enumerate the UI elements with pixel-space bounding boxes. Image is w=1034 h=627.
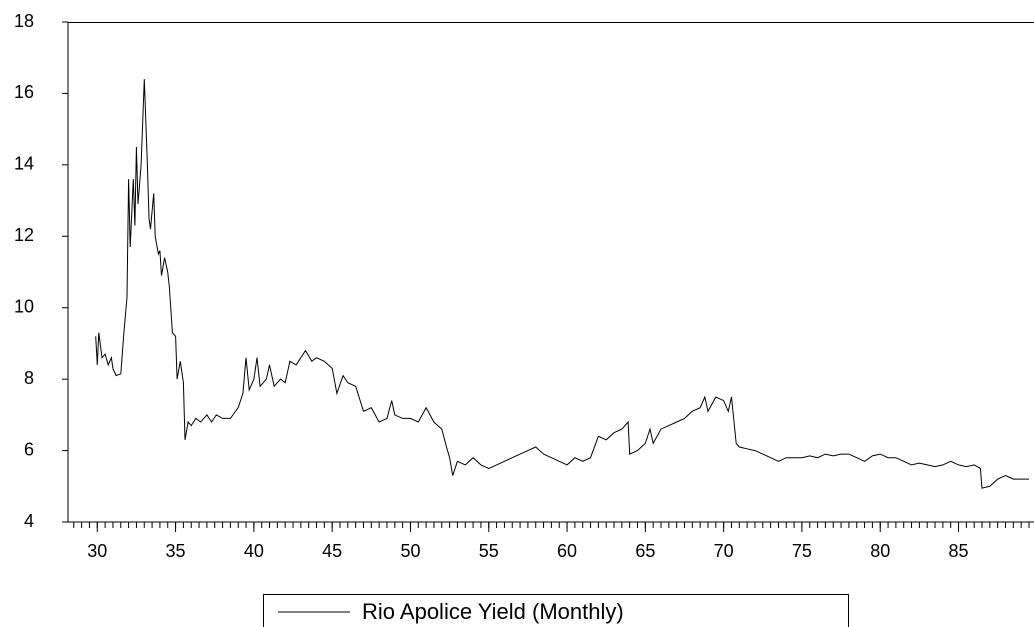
x-tick-label: 40: [244, 541, 264, 561]
y-tick-label: 14: [14, 154, 34, 174]
y-tick-label: 16: [14, 82, 34, 102]
y-tick-label: 4: [24, 511, 34, 531]
x-tick-label: 50: [400, 541, 420, 561]
x-tick-label: 65: [635, 541, 655, 561]
x-tick-label: 80: [870, 541, 890, 561]
x-tick-label: 75: [792, 541, 812, 561]
y-tick-label: 18: [14, 11, 34, 31]
x-tick-label: 60: [557, 541, 577, 561]
legend-label: Rio Apolice Yield (Monthly): [362, 599, 624, 624]
y-tick-label: 12: [14, 225, 34, 245]
x-tick-label: 85: [949, 541, 969, 561]
x-tick-label: 70: [714, 541, 734, 561]
legend-box: [263, 594, 849, 627]
x-tick-label: 45: [322, 541, 342, 561]
data-line: [95, 79, 1029, 489]
y-tick-label: 10: [14, 296, 34, 316]
y-tick-label: 8: [24, 368, 34, 388]
x-tick-label: 35: [166, 541, 186, 561]
x-tick-label: 30: [87, 541, 107, 561]
x-tick-label: 55: [479, 541, 499, 561]
y-tick-label: 6: [24, 439, 34, 459]
